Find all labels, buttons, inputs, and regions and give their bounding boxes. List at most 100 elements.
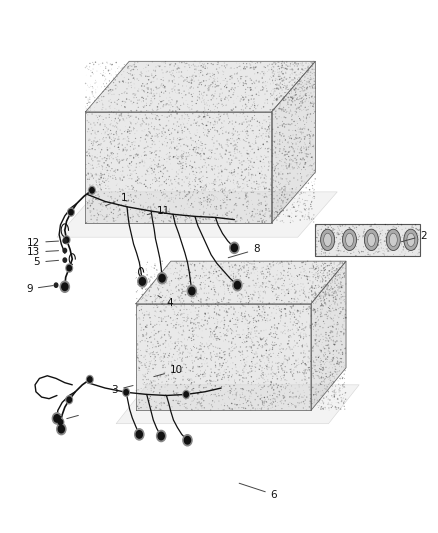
Point — [90, 195, 97, 203]
Point — [126, 111, 133, 120]
Point — [122, 201, 129, 209]
Point — [140, 273, 147, 281]
Point — [190, 298, 197, 306]
Point — [154, 266, 161, 274]
Point — [189, 288, 196, 296]
Point — [324, 280, 331, 289]
Point — [223, 150, 230, 159]
Point — [209, 385, 216, 393]
Point — [202, 158, 209, 167]
Point — [287, 107, 294, 116]
Point — [313, 294, 320, 303]
Point — [278, 132, 285, 140]
Point — [262, 361, 269, 370]
Point — [192, 314, 199, 323]
Point — [208, 386, 215, 394]
Point — [191, 175, 198, 184]
Point — [284, 268, 291, 277]
Point — [88, 165, 95, 173]
Point — [328, 357, 336, 366]
Point — [401, 239, 408, 248]
Point — [243, 272, 250, 281]
Point — [325, 345, 332, 354]
Point — [339, 354, 346, 362]
Point — [247, 63, 254, 72]
Point — [86, 95, 93, 103]
Point — [276, 295, 283, 304]
Point — [278, 364, 285, 372]
Point — [318, 262, 325, 270]
Point — [122, 143, 129, 152]
Point — [148, 94, 155, 103]
Point — [87, 185, 94, 194]
Point — [263, 127, 270, 135]
Point — [266, 277, 273, 286]
Point — [265, 276, 272, 285]
Point — [307, 142, 314, 150]
Point — [330, 388, 337, 397]
Point — [132, 134, 139, 143]
Point — [331, 266, 338, 275]
Point — [151, 343, 158, 351]
Point — [203, 391, 210, 400]
Point — [232, 143, 239, 152]
Point — [104, 59, 111, 68]
Point — [316, 292, 323, 301]
Point — [379, 229, 386, 237]
Point — [331, 225, 338, 234]
Point — [233, 401, 240, 409]
Point — [322, 277, 329, 285]
Point — [248, 154, 255, 163]
Point — [154, 374, 161, 383]
Point — [283, 88, 290, 96]
Point — [289, 151, 296, 160]
Point — [321, 220, 328, 229]
Point — [136, 270, 143, 279]
Point — [207, 391, 214, 399]
Point — [318, 380, 325, 389]
Point — [219, 186, 226, 195]
Point — [158, 281, 165, 290]
Point — [229, 365, 236, 373]
Point — [277, 313, 284, 322]
Point — [120, 67, 127, 76]
Point — [335, 403, 342, 412]
Point — [268, 103, 275, 111]
Point — [109, 164, 116, 173]
Point — [171, 214, 178, 223]
Point — [156, 196, 163, 204]
Point — [244, 192, 251, 200]
Point — [257, 333, 264, 342]
Point — [328, 333, 336, 341]
Point — [280, 394, 287, 402]
Point — [232, 278, 239, 287]
Point — [289, 393, 296, 401]
Point — [181, 313, 188, 322]
Point — [267, 179, 274, 187]
Point — [96, 191, 103, 199]
Point — [93, 111, 100, 120]
Point — [198, 212, 205, 221]
Point — [360, 231, 367, 240]
Point — [282, 355, 289, 364]
Point — [210, 342, 217, 351]
Point — [200, 124, 207, 132]
Point — [291, 58, 298, 67]
Point — [333, 405, 340, 414]
Point — [290, 297, 297, 305]
Point — [331, 288, 338, 297]
Point — [235, 164, 242, 172]
Point — [298, 156, 305, 164]
Point — [249, 200, 256, 208]
Point — [200, 209, 207, 218]
Point — [105, 182, 112, 190]
Point — [327, 360, 334, 368]
Point — [272, 275, 279, 284]
Point — [150, 383, 157, 392]
Point — [249, 114, 256, 122]
Point — [179, 164, 186, 173]
Point — [274, 390, 281, 399]
Point — [269, 178, 276, 187]
Point — [294, 103, 301, 111]
Point — [257, 335, 264, 344]
